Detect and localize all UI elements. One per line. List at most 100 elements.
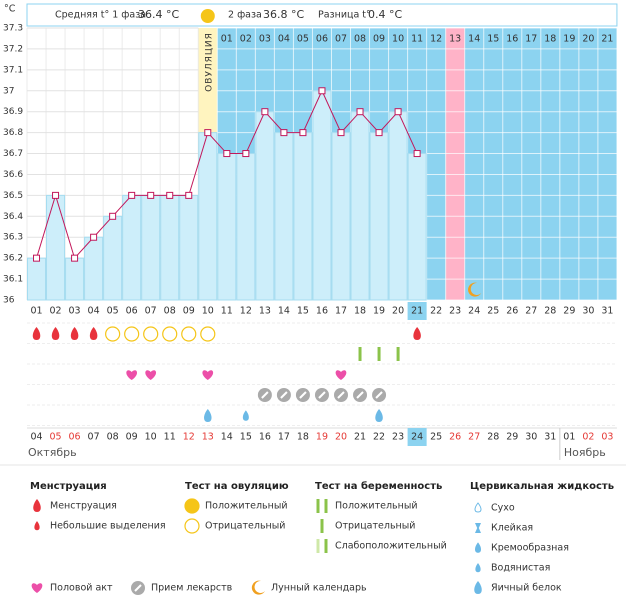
date-label: 24 — [411, 432, 423, 443]
test-bar — [324, 539, 328, 553]
phase1-value: 36.4 °C — [138, 8, 179, 21]
temp-point — [375, 129, 383, 137]
post-ovulation-day: 20 — [582, 34, 594, 45]
date-label: 12 — [183, 432, 195, 443]
cycle-day-label: 03 — [69, 306, 81, 317]
legend-icon — [475, 523, 481, 533]
temp-bar — [293, 132, 313, 301]
legend-icon — [474, 581, 482, 594]
date-label: 09 — [126, 432, 138, 443]
cycle-day-label: 13 — [259, 306, 271, 317]
temp-point — [223, 150, 231, 158]
legend-item: Половой акт — [50, 583, 113, 594]
date-label: 21 — [354, 432, 366, 443]
temp-bar — [312, 90, 332, 301]
pill-line — [261, 391, 269, 399]
date-label: 19 — [316, 432, 328, 443]
medication-mark — [333, 388, 348, 402]
temp-bar — [350, 111, 370, 301]
medication-mark — [372, 388, 387, 402]
test-bar — [320, 519, 324, 533]
temp-bar — [179, 194, 199, 301]
date-label: 10 — [145, 432, 157, 443]
date-label: 25 — [430, 432, 442, 443]
legend-icon — [131, 581, 145, 595]
cycle-day-label: 18 — [354, 306, 366, 317]
temp-bar — [27, 257, 47, 301]
date-label: 14 — [221, 432, 233, 443]
post-ovulation-day: 03 — [259, 34, 271, 45]
sex-mark — [126, 370, 138, 380]
date-label: 16 — [259, 432, 271, 443]
temp-point — [204, 129, 212, 137]
cycle-day-label: 12 — [240, 306, 252, 317]
temp-bar — [198, 132, 218, 301]
temp-bar — [369, 132, 389, 301]
cycle-day-label: 24 — [468, 306, 480, 317]
post-ovulation-day: 05 — [297, 34, 309, 45]
pill-line — [299, 391, 307, 399]
legend-item: Клейкая — [491, 523, 533, 534]
date-label: 04 — [30, 432, 42, 443]
temp-point — [356, 108, 364, 116]
month-label: Ноябрь — [564, 446, 606, 459]
legend-icon — [320, 519, 324, 533]
y-tick-label: 36.9 — [3, 107, 23, 117]
post-ovulation-day: 01 — [221, 34, 233, 45]
cycle-day-label: 28 — [544, 306, 556, 317]
legend-icon — [31, 583, 43, 593]
date-label: 18 — [297, 432, 309, 443]
post-ovulation-day: 06 — [316, 34, 328, 45]
test-bar — [377, 347, 381, 361]
temp-point — [33, 254, 41, 262]
temp-point — [90, 233, 98, 241]
post-ovulation-day: 04 — [278, 34, 290, 45]
legend-item: Водянистая — [491, 563, 550, 574]
ovulation-test-mark — [200, 326, 216, 342]
post-ovulation-day: 14 — [468, 34, 480, 45]
cycle-day-label: 20 — [392, 306, 404, 317]
test-bar — [316, 499, 320, 513]
temp-bar — [141, 194, 161, 301]
legend-icon — [184, 498, 200, 514]
temp-bar — [407, 153, 427, 301]
y-tick-label: 36.5 — [3, 191, 23, 201]
cycle-day-label: 30 — [582, 306, 594, 317]
cycle-day-label: 04 — [88, 306, 100, 317]
y-tick-label: 37 — [3, 86, 14, 96]
cycle-day-label: 26 — [506, 306, 518, 317]
post-ovulation-day: 12 — [430, 34, 442, 45]
temp-point — [242, 150, 250, 158]
cycle-day-label: 19 — [373, 306, 385, 317]
cervical-mark — [204, 409, 212, 422]
sex-mark — [202, 370, 214, 380]
cycle-day-label: 31 — [601, 306, 613, 317]
post-ovulation-day: 21 — [601, 34, 613, 45]
cycle-day-label: 21 — [411, 306, 423, 317]
temp-point — [147, 191, 155, 199]
legend-item: Яичный белок — [491, 583, 562, 594]
y-tick-label: 36.8 — [3, 128, 23, 138]
cycle-day-label: 06 — [126, 306, 138, 317]
date-label: 06 — [69, 432, 81, 443]
date-label: 15 — [240, 432, 252, 443]
legend-item: Небольшие выделения — [50, 521, 166, 532]
menstruation-mark — [70, 327, 79, 340]
y-tick-label: 36.2 — [3, 254, 23, 264]
moon-icon — [468, 282, 482, 297]
cycle-day-label: 05 — [107, 306, 119, 317]
date-label: 11 — [164, 432, 176, 443]
cycle-day-label: 16 — [316, 306, 328, 317]
legend-title: Менструация — [30, 481, 107, 492]
phase2-label: 2 фаза — [228, 10, 262, 21]
temp-point — [337, 129, 345, 137]
phase2-value: 36.8 °C — [263, 8, 304, 21]
legend-title: Тест на овуляцию — [185, 481, 289, 492]
pill-line — [134, 584, 142, 592]
date-label: 30 — [525, 432, 537, 443]
temp-bar — [65, 257, 85, 301]
temp-point — [280, 129, 288, 137]
temp-point — [299, 129, 307, 137]
legend-icon — [475, 542, 481, 553]
